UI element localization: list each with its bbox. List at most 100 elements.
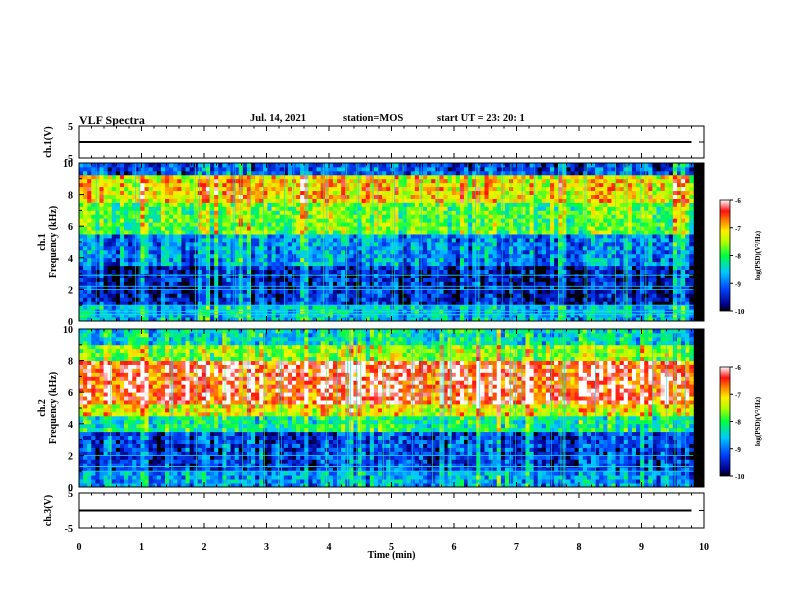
spectrogram-cell [345, 174, 350, 180]
spectrogram-cell [87, 269, 92, 274]
spectrogram-cell [586, 238, 592, 243]
spectrogram-cell [287, 190, 293, 195]
spectrogram-cell [287, 230, 293, 235]
spectrogram-cell [124, 214, 129, 219]
spectrogram-cell [451, 234, 457, 239]
spectrogram-cell [480, 273, 485, 278]
spectrogram-cell [533, 257, 539, 263]
spectrogram-cell [566, 218, 571, 223]
spectrogram-cell [296, 178, 301, 184]
spectrogram-cell [226, 269, 231, 274]
spectrogram-cell [533, 285, 539, 290]
spectrogram-cell [79, 230, 84, 235]
spectrogram-cell [148, 182, 154, 188]
spectrogram-cell [160, 305, 166, 310]
spectrogram-cell [406, 218, 412, 223]
spectrogram-cell [365, 198, 371, 203]
spectrogram-cell [484, 190, 489, 195]
spectrogram-cell [263, 226, 268, 231]
spectrogram-cell [99, 293, 104, 298]
spectrogram-cell [455, 297, 461, 302]
spectrogram-cell [226, 214, 231, 219]
spectrogram-cell [533, 190, 539, 195]
spectrogram-cell [345, 269, 350, 274]
spectrogram-cell [529, 174, 535, 180]
spectrogram-cell [83, 238, 88, 243]
spectrogram-cell [144, 277, 150, 282]
spectrogram-cell [296, 198, 301, 203]
spectrogram-cell [181, 293, 186, 298]
spectrogram-cell [349, 277, 354, 282]
spectrogram-cell [439, 265, 444, 271]
spectrogram-cell [83, 202, 88, 207]
spectrogram-cell [246, 313, 252, 318]
spectrogram-cell [554, 226, 559, 231]
spectrogram-cell [525, 265, 530, 271]
spectrogram-cell [312, 273, 317, 278]
spectrogram-cell [173, 226, 178, 231]
spectrogram-cell [517, 218, 522, 223]
spectrogram-cell [513, 222, 518, 227]
spectrogram-cell [361, 305, 367, 310]
spectrogram-cell [210, 170, 215, 176]
spectrogram-cell [504, 285, 510, 290]
spectrogram-cell [373, 194, 379, 199]
spectrogram-cell [218, 238, 223, 243]
spectrogram-cell [496, 210, 502, 215]
spectrogram-cell [263, 186, 268, 192]
spectrogram-cell [488, 194, 494, 199]
spectrogram-cell [230, 313, 236, 318]
spectrogram-cell [246, 202, 252, 207]
spectrogram-cell [267, 186, 272, 192]
spectrogram-cell [341, 218, 346, 223]
spectrogram-cell [95, 182, 100, 188]
spectrogram-cell [570, 170, 575, 176]
spectrogram-cell [525, 170, 530, 176]
spectrogram-cell [140, 190, 145, 195]
spectrogram-cell [173, 198, 178, 203]
spectrogram-cell [320, 202, 326, 207]
spectrogram-cell [545, 190, 551, 195]
spectrogram-cell [537, 249, 543, 255]
spectrogram-cell [189, 281, 195, 286]
spectrogram-cell [87, 281, 92, 286]
spectrogram-cell [132, 269, 137, 274]
spectrogram-cell [488, 190, 494, 195]
spectrogram-cell [107, 297, 113, 302]
spectrogram-cell [267, 190, 272, 195]
spectrogram-cell [160, 190, 166, 195]
spectrogram-cell [496, 194, 502, 199]
spectrogram-cell [230, 202, 236, 207]
spectrogram-cell [279, 238, 285, 243]
spectrogram-cell [242, 317, 248, 322]
spectrogram-cell [382, 289, 387, 294]
spectrogram-cell [148, 206, 154, 211]
spectrogram-cell [107, 285, 113, 290]
spectrogram-cell [165, 245, 170, 251]
spectrogram-cell [488, 198, 494, 203]
spectrogram-cell [279, 253, 285, 259]
spectrogram-cell [152, 265, 158, 271]
spectrogram-cell [214, 210, 219, 215]
spectrogram-cell [144, 163, 150, 168]
spectrogram-cell [578, 174, 584, 180]
spectrogram-cell [95, 222, 100, 227]
spectrogram-cell [128, 234, 133, 239]
spectrogram-cell [79, 218, 84, 223]
spectrogram-cell [423, 273, 428, 278]
spectrogram-cell [234, 245, 240, 251]
spectrogram-cell [316, 249, 322, 255]
spectrogram-cell [79, 186, 84, 192]
spectrogram-cell [558, 163, 563, 168]
spectrogram-cell [402, 245, 408, 251]
spectrogram-cell [79, 285, 84, 290]
spectrogram-cell [378, 238, 383, 243]
spectrogram-cell [255, 273, 260, 278]
spectrogram-cell [574, 242, 580, 247]
spectrogram-cell [140, 234, 145, 239]
spectrogram-cell [361, 273, 367, 278]
spectrogram-cell [504, 277, 510, 282]
spectrogram-cell [443, 178, 449, 184]
spectrogram-cell [111, 178, 117, 184]
spectrogram-cell [296, 194, 301, 199]
